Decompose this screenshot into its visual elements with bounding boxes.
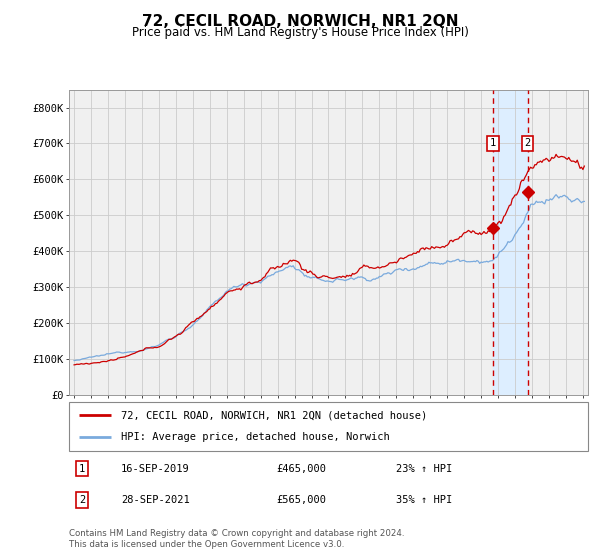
Text: 72, CECIL ROAD, NORWICH, NR1 2QN: 72, CECIL ROAD, NORWICH, NR1 2QN [142, 14, 458, 29]
Text: 1: 1 [490, 138, 496, 148]
Text: 1: 1 [79, 464, 85, 474]
Text: Contains HM Land Registry data © Crown copyright and database right 2024.
This d: Contains HM Land Registry data © Crown c… [69, 529, 404, 549]
Text: 23% ↑ HPI: 23% ↑ HPI [396, 464, 452, 474]
Text: 35% ↑ HPI: 35% ↑ HPI [396, 495, 452, 505]
Text: HPI: Average price, detached house, Norwich: HPI: Average price, detached house, Norw… [121, 432, 389, 442]
Text: Price paid vs. HM Land Registry's House Price Index (HPI): Price paid vs. HM Land Registry's House … [131, 26, 469, 39]
Text: 2: 2 [524, 138, 531, 148]
Text: £465,000: £465,000 [277, 464, 326, 474]
Text: 16-SEP-2019: 16-SEP-2019 [121, 464, 190, 474]
Bar [493, 90, 527, 395]
Text: 28-SEP-2021: 28-SEP-2021 [121, 495, 190, 505]
Text: £565,000: £565,000 [277, 495, 326, 505]
Text: 2: 2 [79, 495, 85, 505]
Text: 72, CECIL ROAD, NORWICH, NR1 2QN (detached house): 72, CECIL ROAD, NORWICH, NR1 2QN (detach… [121, 410, 427, 421]
